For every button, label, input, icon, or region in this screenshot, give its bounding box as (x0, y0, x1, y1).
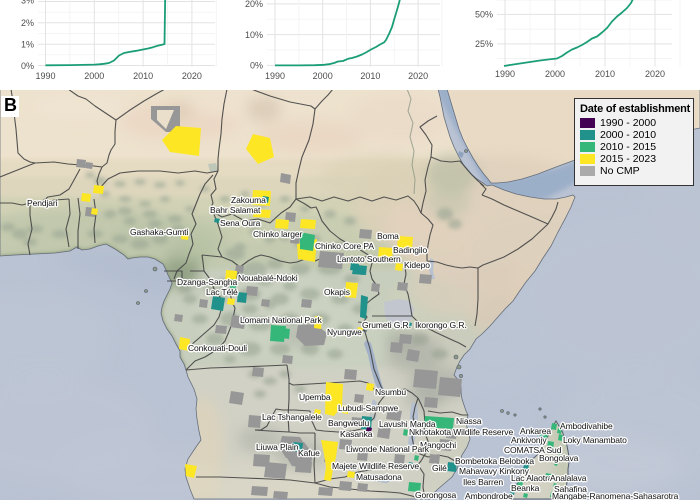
svg-text:2020: 2020 (408, 71, 428, 81)
svg-text:2010: 2010 (360, 71, 380, 81)
svg-text:0%: 0% (21, 61, 34, 71)
svg-text:3%: 3% (21, 0, 34, 6)
svg-text:1990: 1990 (265, 71, 285, 81)
svg-text:10%: 10% (245, 30, 263, 40)
svg-text:2000: 2000 (545, 69, 565, 79)
svg-text:2%: 2% (21, 18, 34, 28)
svg-text:1990: 1990 (495, 69, 515, 79)
svg-text:25%: 25% (475, 39, 493, 49)
svg-text:2000: 2000 (313, 71, 333, 81)
svg-text:2020: 2020 (182, 71, 202, 81)
svg-text:20%: 20% (245, 0, 263, 9)
svg-text:50%: 50% (475, 10, 493, 20)
svg-text:2000: 2000 (84, 71, 104, 81)
svg-text:1%: 1% (21, 40, 34, 50)
svg-text:2010: 2010 (595, 69, 615, 79)
svg-text:2010: 2010 (133, 71, 153, 81)
svg-text:2020: 2020 (645, 69, 665, 79)
svg-text:1990: 1990 (35, 71, 55, 81)
svg-text:0%: 0% (250, 61, 263, 71)
